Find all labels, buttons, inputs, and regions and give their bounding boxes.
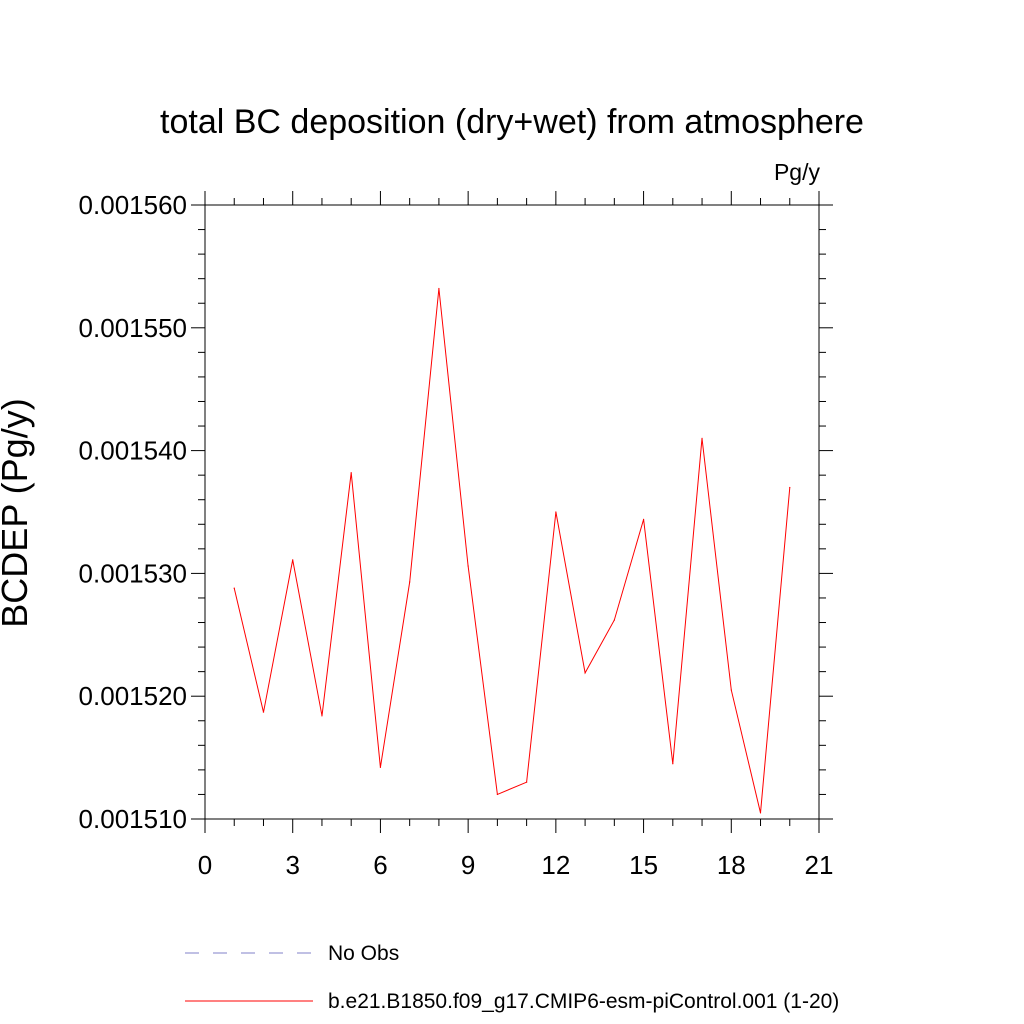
x-tick-label: 15 [629, 850, 658, 880]
data-point [321, 715, 323, 717]
x-tick-label: 9 [461, 850, 475, 880]
series-line [233, 288, 791, 814]
data-point [350, 472, 352, 474]
units-label: Pg/y [774, 159, 821, 185]
y-tick-label: 0.001550 [79, 313, 187, 343]
plot-frame [204, 204, 820, 820]
data-point [496, 793, 498, 796]
y-tick-label: 0.001540 [79, 436, 187, 466]
x-tick-label: 6 [373, 850, 387, 880]
x-tick-label: 18 [717, 850, 746, 880]
data-point [438, 287, 440, 290]
data-point [379, 766, 382, 769]
data-point [555, 511, 557, 513]
data-point [526, 781, 528, 783]
data-point [642, 518, 645, 520]
data-point [292, 559, 294, 561]
data-point [672, 763, 674, 765]
data-point [613, 619, 615, 621]
y-tick-label: 0.001510 [79, 804, 187, 834]
data-point [262, 711, 265, 713]
data-point [759, 812, 762, 814]
plot-area [233, 287, 791, 814]
legend-label-model: b.e21.B1850.f09_g17.CMIP6-esm-piControl.… [328, 990, 839, 1013]
data-point [789, 486, 791, 489]
y-tick-label: 0.001560 [79, 190, 187, 220]
data-point [467, 565, 469, 567]
y-axis-label: BCDEP (Pg/y) [0, 398, 35, 627]
data-point [730, 689, 732, 691]
y-tick-label: 0.001530 [79, 558, 187, 588]
x-tick-label: 12 [541, 850, 570, 880]
data-point [409, 581, 411, 583]
data-point [584, 672, 586, 674]
legend-label-no-obs: No Obs [328, 942, 399, 965]
y-tick-label: 0.001520 [79, 681, 187, 711]
x-tick-label: 3 [285, 850, 299, 880]
legend: No Obs b.e21.B1850.f09_g17.CMIP6-esm-piC… [185, 942, 839, 1013]
x-tick-label: 0 [198, 850, 212, 880]
axis-ticks: 0 3 6 9 12 15 18 21 0.001510 0.001520 0.001530 0.00… [79, 190, 834, 880]
x-tick-label: 21 [805, 850, 834, 880]
data-point [233, 587, 235, 589]
data-point [701, 437, 703, 439]
chart-title: total BC deposition (dry+wet) from atmos… [160, 103, 864, 141]
